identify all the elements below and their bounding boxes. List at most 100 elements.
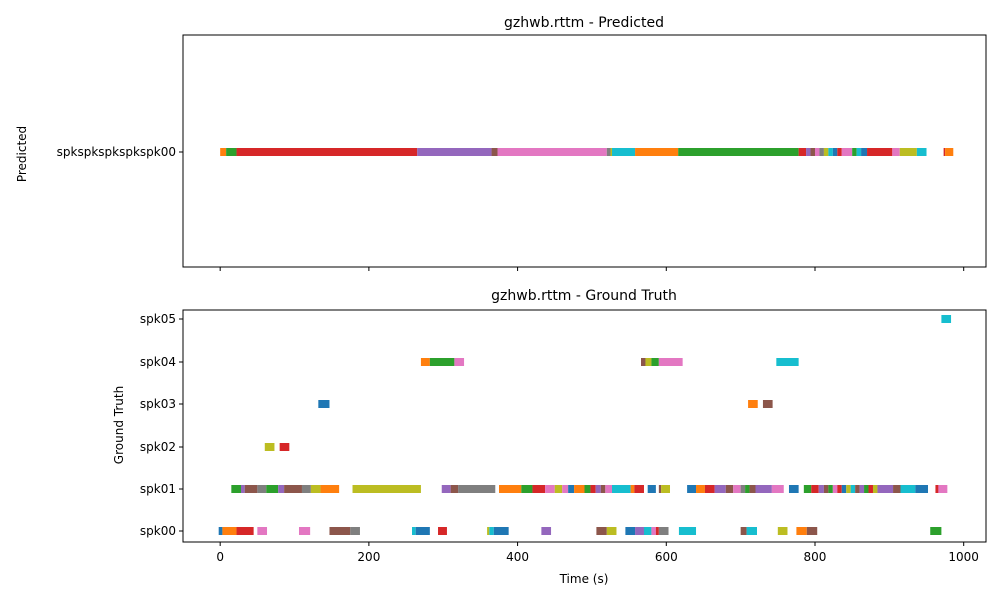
segment — [487, 527, 490, 535]
segment — [417, 148, 492, 156]
segment — [610, 148, 613, 156]
segment — [231, 485, 241, 493]
segment — [661, 485, 671, 493]
y-tick-label: spk04 — [140, 355, 176, 369]
segment — [814, 148, 820, 156]
segment — [678, 148, 799, 156]
segment — [899, 148, 917, 156]
predicted-segments — [220, 148, 954, 156]
segment — [771, 485, 784, 493]
x-axis-label: Time (s) — [559, 572, 609, 586]
segment — [867, 148, 893, 156]
segment — [350, 527, 360, 535]
predicted-title: gzhwb.rttm - Predicted — [504, 15, 664, 31]
y-tick-label: spk03 — [140, 397, 176, 411]
segment — [606, 527, 617, 535]
segment — [658, 527, 669, 535]
x-tick-label: 600 — [655, 550, 678, 564]
segment — [264, 443, 275, 451]
segment — [329, 527, 351, 535]
segment — [841, 148, 853, 156]
segment — [749, 485, 756, 493]
segment — [458, 485, 496, 493]
x-tick-label: 0 — [216, 550, 224, 564]
segment — [605, 485, 613, 493]
segment — [788, 485, 799, 493]
segment — [420, 358, 430, 366]
segment — [938, 485, 948, 493]
segment — [635, 148, 679, 156]
segment — [568, 485, 575, 493]
segment — [900, 485, 916, 493]
segment — [521, 485, 533, 493]
segment — [859, 485, 865, 493]
segment — [630, 485, 635, 493]
segment — [861, 148, 868, 156]
segment — [776, 358, 799, 366]
segment — [852, 148, 857, 156]
segment — [935, 485, 939, 493]
segment — [892, 148, 900, 156]
y-tick-label: spk05 — [140, 312, 176, 326]
segment — [714, 485, 726, 493]
segment — [740, 485, 746, 493]
segment — [811, 485, 819, 493]
segment — [318, 400, 330, 408]
segment — [634, 485, 644, 493]
segment — [220, 148, 227, 156]
segment — [226, 148, 237, 156]
y-tick-label: spk02 — [140, 440, 176, 454]
segment — [554, 485, 563, 493]
predicted-panel: gzhwb.rttm - Predicted Predicted spkspks… — [15, 15, 987, 271]
segment — [748, 400, 758, 408]
segment — [574, 485, 585, 493]
segment — [450, 485, 459, 493]
segment — [412, 527, 416, 535]
segment — [625, 527, 636, 535]
segment — [497, 148, 607, 156]
segment — [612, 485, 631, 493]
segment — [493, 527, 509, 535]
segment — [850, 485, 856, 493]
segment — [696, 485, 705, 493]
ground-truth-y-axis-label: Ground Truth — [112, 386, 126, 464]
segment — [595, 485, 601, 493]
segment — [930, 527, 942, 535]
segment — [810, 148, 815, 156]
segment — [310, 485, 321, 493]
segment — [915, 485, 929, 493]
segment — [584, 485, 591, 493]
segment — [415, 527, 430, 535]
ground-truth-segments — [218, 315, 952, 535]
segment — [429, 358, 455, 366]
segment — [612, 148, 636, 156]
segment — [320, 485, 340, 493]
segment — [562, 485, 569, 493]
segment — [279, 443, 290, 451]
segment — [828, 148, 833, 156]
segment — [855, 485, 860, 493]
segment — [244, 485, 258, 493]
segment — [498, 485, 522, 493]
segment — [832, 148, 838, 156]
predicted-y-axis-label: Predicted — [15, 126, 29, 182]
ground-truth-panel: gzhwb.rttm - Ground Truth Ground Truth T… — [112, 288, 987, 586]
ground-truth-title: gzhwb.rttm - Ground Truth — [491, 288, 677, 304]
segment — [647, 485, 656, 493]
segment — [596, 527, 607, 535]
segment — [828, 485, 833, 493]
segment — [687, 485, 697, 493]
y-tick-label: spk01 — [140, 482, 176, 496]
segment — [877, 485, 894, 493]
segment — [868, 485, 873, 493]
segment — [236, 527, 254, 535]
segment — [819, 148, 824, 156]
segment — [454, 358, 465, 366]
segment — [746, 527, 757, 535]
segment — [655, 527, 659, 535]
segment — [796, 527, 807, 535]
segment — [236, 148, 418, 156]
segment — [837, 485, 842, 493]
segment — [438, 527, 447, 535]
segment — [257, 485, 267, 493]
